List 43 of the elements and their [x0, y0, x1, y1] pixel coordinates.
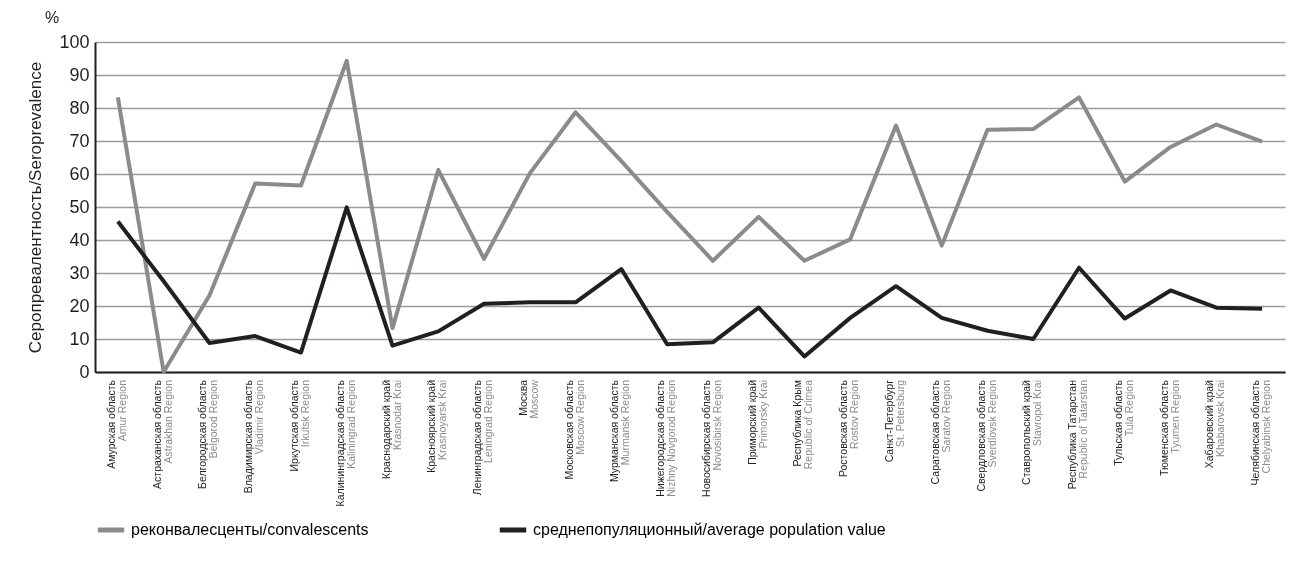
y-tick-label: 10	[69, 328, 90, 349]
category-label: Тюменская область Tyumen Region	[1157, 380, 1181, 476]
y-tick-label: 30	[69, 262, 90, 283]
category-label: Хабаровский край Khabarovsk Krai	[1203, 380, 1227, 469]
category-label: Санкт-Петербург St. Petersburg	[882, 380, 906, 463]
category-label: Амурская область Amur Region	[104, 380, 128, 469]
category-label: Тульская область Tula Region	[1111, 380, 1135, 466]
legend-label: среднепопуляционный/average population value	[533, 521, 886, 538]
category-label: Республика Крым Republic of Crimea	[791, 380, 815, 470]
y-tick-label: 20	[69, 295, 90, 316]
y-tick-label: 50	[69, 196, 90, 217]
y-tick-label: 40	[69, 229, 90, 250]
y-tick-label: 90	[69, 64, 90, 85]
y-tick-label: 100	[59, 31, 90, 52]
category-label: Свердловская область Sverdlovsk Region	[974, 380, 998, 492]
category-label: Астраханская область Astrakhan Region	[150, 380, 174, 489]
category-label: Краснодарский край Krasnodar Krai	[379, 380, 403, 479]
y-tick-label: 80	[69, 97, 90, 118]
category-label: Ставропольский край Stavropol Krai	[1020, 380, 1044, 485]
category-label: Республика Татарстан Republic of Tatarstan	[1066, 380, 1090, 490]
category-label: Московская область Moscow Region	[562, 380, 586, 480]
line-series	[115, 58, 1265, 374]
y-tick-label: 60	[69, 163, 90, 184]
legend-label: реконвалесценты/convalescents	[131, 521, 369, 538]
y-tick-label: 0	[79, 361, 90, 382]
y-tick-label: 70	[69, 130, 90, 151]
line-series	[115, 205, 1265, 359]
category-label: Владимирская область Vladimir Region	[242, 380, 266, 494]
category-label: Иркутская область Irkutsk Region	[287, 380, 311, 472]
category-label: Красноярский край Krasnoyarsk Krai	[425, 380, 449, 473]
category-label: Мурманская область Murmansk Region	[608, 380, 632, 483]
category-label: Челябинская область Chelyabinsk Region	[1249, 380, 1273, 486]
category-label: Ростовская область Rostov Region	[837, 380, 861, 478]
y-axis-title: Серопревалентность/Seroprevalence	[26, 61, 46, 354]
category-label: Москва Moscow	[516, 380, 540, 419]
category-label: Приморский край Primorsky Krai	[745, 380, 769, 465]
category-label: Нижегородская область Nizhny Novgorod Region	[654, 380, 678, 497]
text: %	[45, 9, 60, 26]
category-label: Саратовская область Saratov Region	[928, 380, 952, 485]
category-label: Новосибирская область Novosibirsk Region	[699, 380, 723, 497]
category-label: Белгородская область Belgorod Region	[196, 380, 220, 489]
category-label: Ленинградская область Leningrad Region	[471, 380, 495, 496]
category-label: Калининградская область Kaliningrad Region	[333, 380, 357, 507]
